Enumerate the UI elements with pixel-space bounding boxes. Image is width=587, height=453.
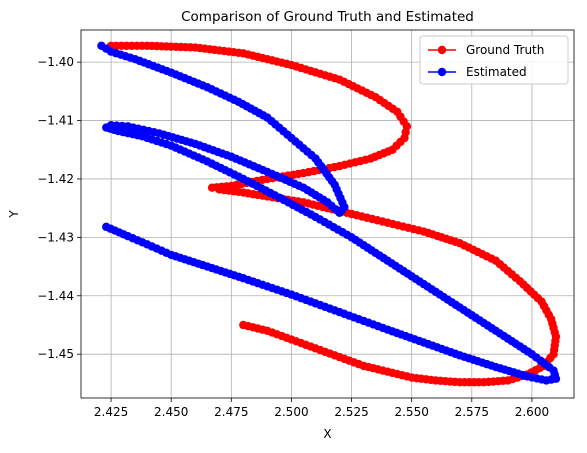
x-tick-label: 2.475 xyxy=(214,405,248,419)
x-tick-label: 2.450 xyxy=(154,405,188,419)
y-tick-label: −1.41 xyxy=(37,114,74,128)
y-tick-label: −1.43 xyxy=(37,230,74,244)
series-estimated xyxy=(97,41,561,385)
chart-title: Comparison of Ground Truth and Estimated xyxy=(181,9,474,25)
legend: Ground Truth Estimated xyxy=(419,35,569,85)
legend-item: Ground Truth xyxy=(428,43,544,57)
legend-frame xyxy=(419,35,569,85)
ticks: 2.425 2.450 2.475 2.500 2.525 2.550 2.575 2.600… xyxy=(37,55,549,419)
legend-item: Estimated xyxy=(428,65,527,79)
data-point xyxy=(97,41,106,50)
x-tick-label: 2.575 xyxy=(455,405,489,419)
x-tick-label: 2.425 xyxy=(94,405,128,419)
series-ground-truth xyxy=(106,41,561,387)
legend-label: Ground Truth xyxy=(466,43,544,57)
y-axis-label: Y xyxy=(7,210,21,219)
y-tick-label: −1.45 xyxy=(37,347,74,361)
legend-marker xyxy=(437,67,447,77)
x-tick-label: 2.600 xyxy=(515,405,549,419)
legend-label: Estimated xyxy=(466,65,527,79)
x-tick-label: 2.525 xyxy=(334,405,368,419)
y-tick-label: −1.40 xyxy=(37,55,74,69)
y-tick-label: −1.44 xyxy=(37,289,74,303)
y-tick-label: −1.42 xyxy=(37,172,74,186)
x-axis-label: X xyxy=(323,427,331,441)
x-tick-label: 2.500 xyxy=(274,405,308,419)
legend-marker xyxy=(437,45,447,55)
series-layer xyxy=(97,41,561,387)
x-tick-label: 2.550 xyxy=(394,405,428,419)
plot-frame xyxy=(80,29,575,399)
